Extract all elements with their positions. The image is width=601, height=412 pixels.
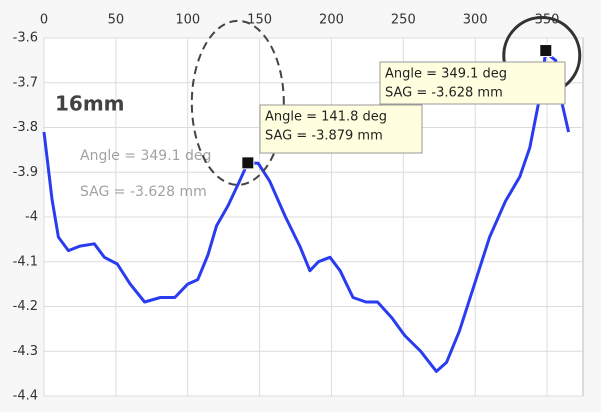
y-tick-label: -4.3 — [13, 344, 38, 359]
y-tick-label: -4.2 — [13, 299, 38, 314]
y-tick-label: -4.4 — [13, 389, 38, 404]
annotation: 16mm — [55, 92, 125, 116]
x-tick-label: 0 — [40, 13, 48, 28]
datatip-text: SAG = -3.628 mm — [385, 86, 503, 101]
datatip-text: Angle = 141.8 deg — [265, 110, 387, 125]
datatip-text: SAG = -3.879 mm — [265, 129, 383, 144]
y-tick-label: -3.7 — [13, 75, 38, 90]
y-tick-label: -3.9 — [13, 165, 38, 180]
x-tick-label: 150 — [247, 13, 272, 28]
highlight-circle — [190, 19, 285, 186]
datatip-text: Angle = 349.1 deg — [385, 67, 507, 82]
x-tick-label: 50 — [108, 13, 125, 28]
x-tick-label: 200 — [319, 13, 344, 28]
y-tick-label: -3.8 — [13, 120, 38, 135]
x-tick-label: 250 — [391, 13, 416, 28]
y-tick-label: -4.1 — [13, 254, 38, 269]
annotation: Angle = 349.1 deg — [80, 148, 211, 164]
data-line — [42, 49, 571, 373]
datatip-marker — [241, 156, 255, 170]
x-tick-label: 300 — [463, 13, 488, 28]
y-tick-label: -3.6 — [13, 31, 38, 46]
x-tick-label: 100 — [175, 13, 200, 28]
datatip-box — [259, 104, 423, 154]
y-tick-label: -4 — [25, 210, 38, 225]
datatip-marker — [539, 44, 553, 58]
datatip-box — [379, 61, 566, 105]
annotation: SAG = -3.628 mm — [80, 184, 207, 200]
